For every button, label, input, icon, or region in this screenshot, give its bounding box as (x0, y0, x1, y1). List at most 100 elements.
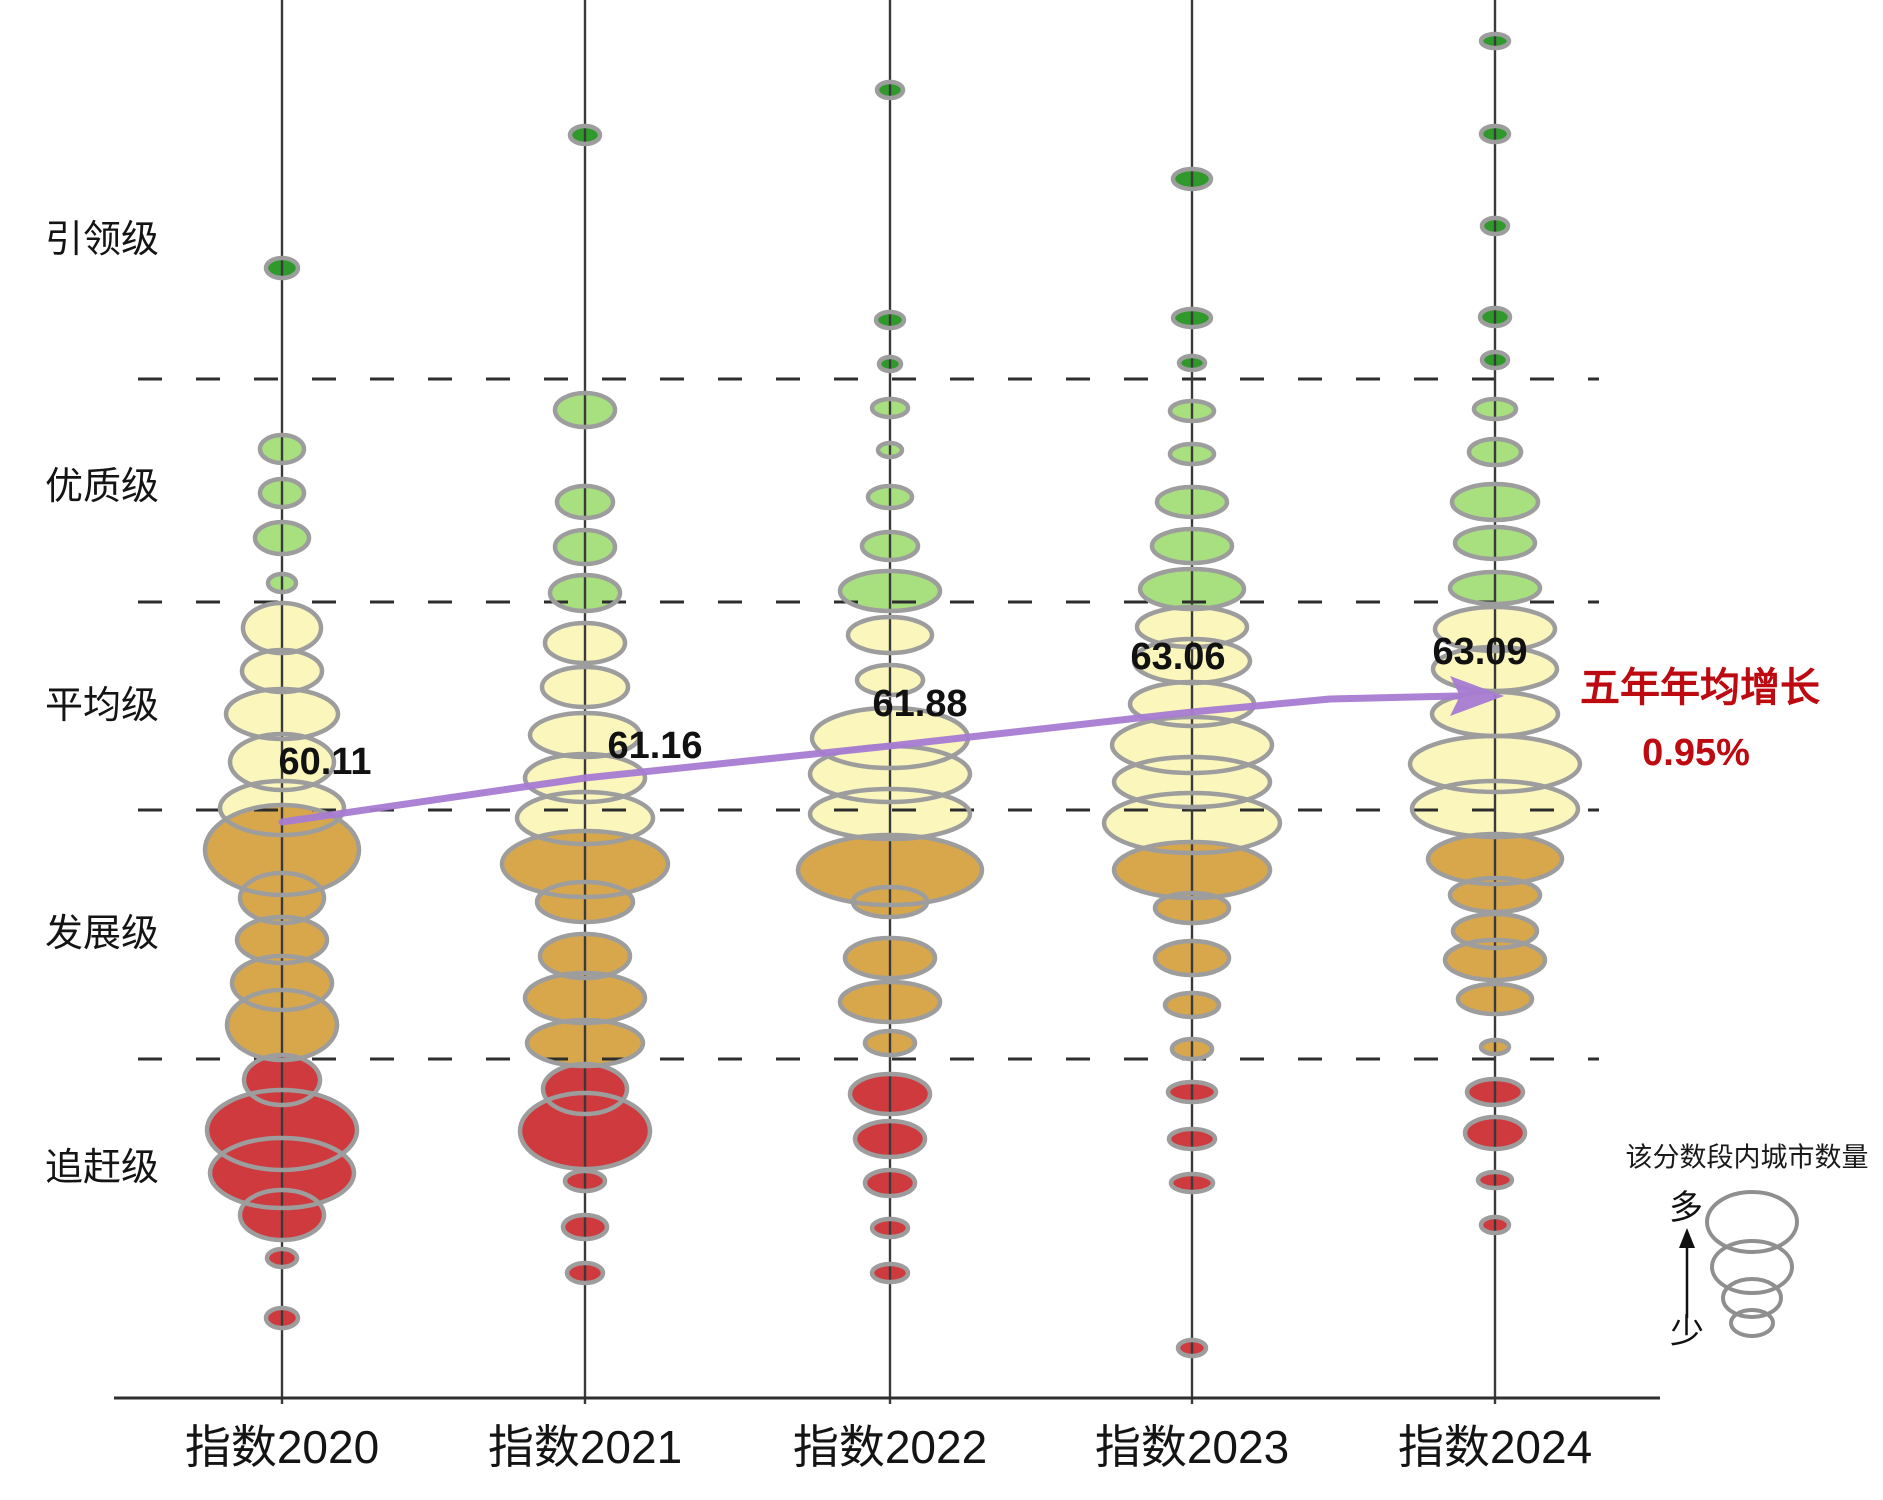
bubble-ring-yellow (514, 789, 656, 847)
bubble-ring-red (1175, 1337, 1209, 1359)
bubble-ring-red (862, 1167, 918, 1199)
legend-arrow-up-icon (1679, 1228, 1695, 1248)
bubble-ring-dark_green (567, 123, 603, 147)
bubble-ring-red (869, 1216, 911, 1240)
bubble-ring-orange (202, 802, 362, 898)
bubble-ring-red (1478, 1214, 1512, 1236)
bubble-ring-light_green (554, 483, 616, 521)
bubble-ring-yellow (527, 710, 643, 760)
bubble-ring-orange (1152, 938, 1232, 978)
bubble-ring-red (1168, 1171, 1216, 1195)
bubble-ring-orange (837, 979, 943, 1025)
bubble-ring-light_green (1149, 526, 1235, 566)
bubble-ring-light_green (547, 572, 623, 614)
bubble-ring-yellow (1134, 604, 1250, 650)
bubble-ring-light_green (1466, 436, 1524, 468)
bubble-ring-orange (234, 914, 330, 966)
bubble-ring-dark_green (1170, 306, 1214, 330)
bubble-ring-yellow (1101, 790, 1283, 856)
bubble-ring-orange (1450, 911, 1540, 951)
bubble-ring-orange (229, 953, 335, 1013)
bubble-ring-orange (1111, 839, 1273, 901)
bubble-ring-light_green (1167, 398, 1217, 424)
bubble-ring-orange (499, 828, 671, 900)
bubble-ring-red (869, 1261, 911, 1285)
bubble-ring-dark_green (1170, 166, 1214, 192)
legend-size-circle-1 (1705, 1190, 1799, 1254)
bubble-ring-light_green (837, 568, 943, 614)
bubble-ring-red (560, 1212, 610, 1242)
bubble-ring-light_green (865, 483, 915, 511)
bubble-ring-light_green (257, 432, 307, 466)
legend-size-circle-3 (1721, 1277, 1783, 1319)
bubble-ring-light_green (1471, 396, 1519, 422)
bubble-ring-red (1166, 1126, 1218, 1152)
bubble-ring-dark_green (873, 309, 907, 331)
bubble-ring-red (237, 1187, 327, 1243)
bubble-ring-orange (842, 935, 938, 981)
bubble-ring-orange (1455, 981, 1535, 1017)
bubble-ring-yellow (223, 686, 341, 742)
bubble-ring-red (564, 1260, 606, 1286)
bubble-ring-light_green (875, 440, 905, 460)
bubble-ring-orange (1152, 890, 1232, 926)
bubble-ring-dark_green (1176, 353, 1208, 373)
bubble-ring-light_green (552, 390, 618, 430)
bubble-ring-red (540, 1061, 630, 1117)
legend-size-circle-2 (1710, 1239, 1794, 1295)
bubble-ring-light_green (1447, 569, 1543, 607)
bubble-ring-light_green (252, 519, 312, 557)
bubble-ring-orange (1478, 1037, 1512, 1057)
bubble-ring-yellow (217, 778, 347, 838)
bubble-ring-yellow (854, 662, 926, 698)
bubble-ring-yellow (239, 647, 325, 695)
bubble-ring-dark_green (874, 79, 906, 101)
bubble-ring-red (241, 1052, 323, 1108)
bubble-ring-dark_green (1478, 31, 1512, 51)
bubble-ring-red (852, 1118, 928, 1160)
bubble-ring-light_green (869, 396, 911, 420)
bubble-ring-yellow (1432, 604, 1558, 654)
bubble-ring-yellow (845, 614, 935, 656)
bubble-ring-yellow (1407, 733, 1583, 795)
bubble-ring-orange (1425, 831, 1565, 887)
bubble-ring-red (847, 1071, 933, 1117)
bubble-ring-dark_green (263, 255, 301, 281)
legend-size-circle-4 (1729, 1308, 1775, 1338)
bubble-ring-light_green (859, 529, 921, 563)
bubble-ring-red (264, 1246, 300, 1270)
bubble-ring-red (1165, 1079, 1219, 1105)
trend-line (278, 692, 1462, 826)
bubble-ring-orange (1162, 990, 1222, 1020)
bubble-ring-orange (1169, 1036, 1215, 1062)
bubble-ring-yellow (542, 620, 628, 666)
bubble-ring-yellow (807, 786, 973, 842)
bubble-ring-light_green (1154, 484, 1230, 520)
bubble-ring-yellow (1109, 714, 1275, 776)
bubble-ring-yellow (240, 600, 324, 656)
bubble-ring-red (263, 1305, 301, 1331)
bubble-ring-light_green (1167, 441, 1217, 467)
bubble-ring-red (1475, 1169, 1515, 1191)
bubble-ring-red (562, 1168, 608, 1194)
bubble-ring-light_green (265, 571, 299, 595)
bubble-ring-orange (537, 931, 633, 981)
bubble-ring-yellow (539, 664, 631, 710)
bubble-ring-orange (850, 884, 930, 920)
bubble-ring-light_green (552, 527, 618, 567)
bubble-ring-red (1464, 1076, 1526, 1108)
bubble-ring-orange (862, 1028, 918, 1058)
bubble-ring-yellow (1111, 754, 1273, 810)
bubble-ring-light_green (1452, 524, 1538, 562)
bubble-ring-dark_green (1477, 305, 1513, 329)
bubble-ring-orange (237, 870, 327, 926)
bubble-ring-red (207, 1135, 357, 1211)
bubble-ring-yellow (1409, 778, 1581, 840)
bubble-ring-orange (795, 832, 985, 908)
trend-arrowhead-icon (1450, 676, 1504, 716)
bubble-ring-red (1462, 1114, 1528, 1152)
bubble-ring-dark_green (1479, 215, 1511, 237)
bubble-ring-orange (224, 987, 340, 1063)
bubble-ring-orange (534, 879, 636, 925)
